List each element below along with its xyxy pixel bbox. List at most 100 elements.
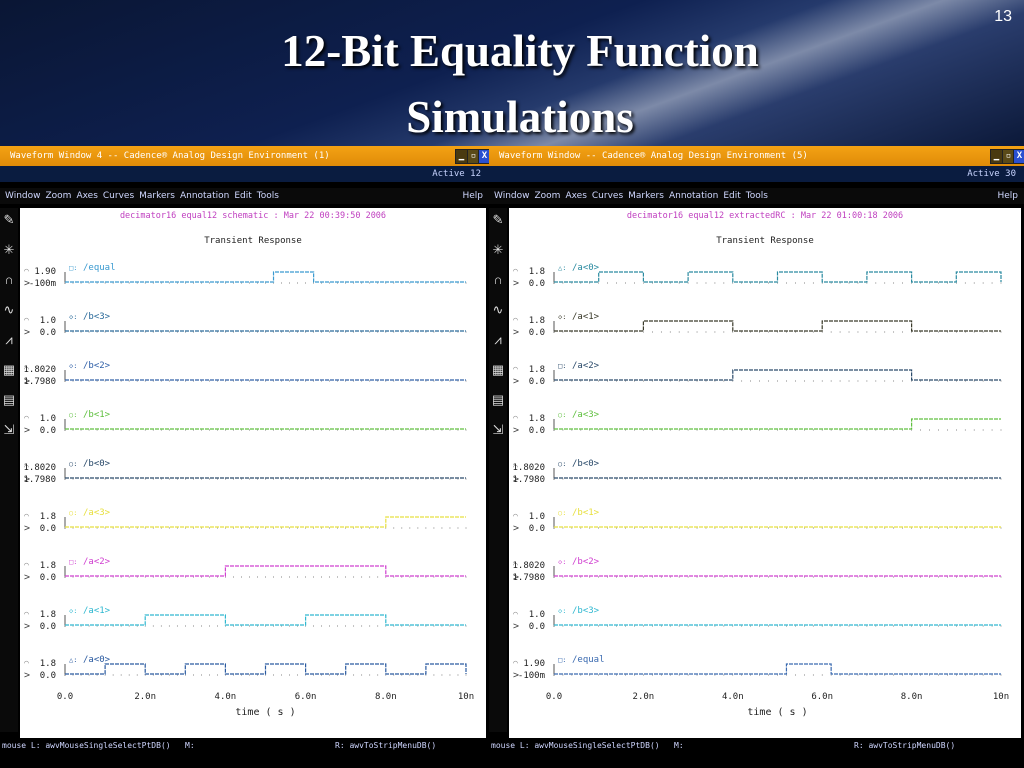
menu-item-annotation[interactable]: Annotation xyxy=(179,191,230,201)
waveform-trace[interactable] xyxy=(554,663,1001,675)
x-tick-label: 0.0 xyxy=(546,692,562,702)
calculator-icon[interactable]: ▦ xyxy=(491,362,505,377)
y-bottom-label: 0.0 xyxy=(40,573,56,583)
x-tick-label: 10n xyxy=(993,692,1009,702)
pencil-icon[interactable]: ✎ xyxy=(492,212,504,227)
signal-name[interactable]: /a<3> xyxy=(572,410,600,420)
status-bar: mouse L: awvMouseSingleSelectPtDB() M: R: … xyxy=(489,738,1024,754)
menu-item-curves[interactable]: Curves xyxy=(102,191,135,201)
export-icon[interactable]: ⇲ xyxy=(3,422,15,437)
status-mouse-middle: M: xyxy=(674,741,684,750)
waveform-icon[interactable]: ∿ xyxy=(3,302,15,317)
signal-name[interactable]: /a<2> xyxy=(572,361,600,371)
signal-marker: △: xyxy=(558,264,566,272)
window-titlebar[interactable]: Waveform Window -- Cadence® Analog Desig… xyxy=(489,146,1024,166)
signal-name[interactable]: /b<0> xyxy=(83,459,111,469)
menu-item-annotation[interactable]: Annotation xyxy=(668,191,719,201)
signal-name[interactable]: /b<3> xyxy=(83,312,111,322)
window-title: Waveform Window -- Cadence® Analog Desig… xyxy=(499,151,808,161)
magnet-icon[interactable]: ∩ xyxy=(4,272,14,287)
waveform-trace[interactable] xyxy=(65,663,467,675)
menu-item-markers[interactable]: Markers xyxy=(139,191,175,201)
signal-row: ⌒1.8020 1.7980> ○: /b<0> xyxy=(512,459,1002,485)
y-bottom-label: 0.0 xyxy=(40,426,56,436)
axis-arrow: > xyxy=(513,278,519,289)
axis-arrow: > xyxy=(513,425,519,436)
export-icon[interactable]: ⇲ xyxy=(492,422,504,437)
axis-chevron: ⌒ xyxy=(513,315,518,324)
curve-icon[interactable]: ⩘ xyxy=(5,332,13,347)
menu-item-tools[interactable]: Tools xyxy=(745,191,768,201)
menu-item-markers[interactable]: Markers xyxy=(628,191,664,201)
axis-arrow: > xyxy=(513,670,519,681)
signal-name[interactable]: /equal xyxy=(83,263,116,273)
waveform-icon[interactable]: ∿ xyxy=(492,302,504,317)
menu-item-edit[interactable]: Edit xyxy=(234,191,252,201)
axis-chevron: ⌒ xyxy=(24,609,29,618)
signal-name[interactable]: /b<0> xyxy=(572,459,600,469)
waveform-trace[interactable] xyxy=(65,516,466,528)
signal-marker: ○: xyxy=(69,509,77,517)
y-top-label: 1.0 xyxy=(529,610,545,620)
calculator-icon[interactable]: ▦ xyxy=(2,362,16,377)
signal-name[interactable]: /b<2> xyxy=(83,361,111,371)
waveform-trace[interactable] xyxy=(65,614,466,626)
signal-name[interactable]: /a<0> xyxy=(572,263,600,273)
menu-item-axes[interactable]: Axes xyxy=(76,191,98,201)
pencil-icon[interactable]: ✎ xyxy=(3,212,15,227)
signal-name[interactable]: /b<1> xyxy=(83,410,111,420)
menu-item-window[interactable]: Window xyxy=(494,191,530,201)
waveform-trace[interactable] xyxy=(554,369,1001,381)
menu-item-curves[interactable]: Curves xyxy=(591,191,624,201)
signal-name[interactable]: /b<2> xyxy=(572,557,600,567)
menu-item-help[interactable]: Help xyxy=(997,191,1018,201)
waveform-trace[interactable] xyxy=(554,418,1001,430)
active-indicator: Active 12 xyxy=(0,166,489,182)
signal-name[interactable]: /equal xyxy=(572,655,605,665)
axis-arrow: > xyxy=(513,376,519,387)
signal-name[interactable]: /a<3> xyxy=(83,508,111,518)
magnet-icon[interactable]: ∩ xyxy=(493,272,503,287)
curve-icon[interactable]: ⩘ xyxy=(494,332,502,347)
waveform-trace[interactable] xyxy=(65,565,466,577)
menu-item-axes[interactable]: Axes xyxy=(565,191,587,201)
y-bottom-label: 0.0 xyxy=(529,426,545,436)
y-bottom-label: 0.0 xyxy=(40,328,56,338)
signal-row: ⌒ 1.8 0.0 > ○: /a<3> xyxy=(513,410,1002,436)
window-titlebar[interactable]: Waveform Window 4 -- Cadence® Analog Des… xyxy=(0,146,491,166)
signal-marker: △: xyxy=(69,656,77,664)
waveform-trace[interactable] xyxy=(554,271,1002,283)
x-tick-label: 2.0n xyxy=(633,692,655,702)
x-tick-label: 10n xyxy=(458,692,474,702)
active-indicator: Active 30 xyxy=(489,166,1024,182)
menu-item-help[interactable]: Help xyxy=(462,191,483,201)
tool-palette: ✎ ✳ ∩ ∿ ⩘ ▦ ▤ ⇲ xyxy=(489,208,507,732)
x-tick-label: 8.0n xyxy=(375,692,397,702)
signal-name[interactable]: /a<1> xyxy=(83,606,111,616)
crosshair-icon[interactable]: ✳ xyxy=(492,242,504,257)
axis-chevron: ⌒ xyxy=(24,266,29,275)
strip-icon[interactable]: ▤ xyxy=(2,392,16,407)
axis-chevron: ⌒ xyxy=(24,511,29,520)
signal-row: ⌒1.8020 1.7980> ◇: /b<2> xyxy=(512,557,1002,583)
signal-name[interactable]: /a<2> xyxy=(83,557,111,567)
menu-item-zoom[interactable]: Zoom xyxy=(45,191,72,201)
menu-item-tools[interactable]: Tools xyxy=(256,191,279,201)
waveform-trace[interactable] xyxy=(65,271,466,283)
x-tick-label: 6.0n xyxy=(295,692,317,702)
menu-item-edit[interactable]: Edit xyxy=(723,191,741,201)
signal-name[interactable]: /b<3> xyxy=(572,606,600,616)
axis-chevron: ⌒ xyxy=(24,658,29,667)
signal-name[interactable]: /b<1> xyxy=(572,508,600,518)
close-button[interactable]: X xyxy=(1013,149,1024,164)
crosshair-icon[interactable]: ✳ xyxy=(3,242,15,257)
strip-icon[interactable]: ▤ xyxy=(491,392,505,407)
waveform-trace[interactable] xyxy=(554,320,1001,332)
axis-chevron: ⌒ xyxy=(513,266,518,275)
menu-item-zoom[interactable]: Zoom xyxy=(534,191,561,201)
signal-name[interactable]: /a<0> xyxy=(83,655,111,665)
menu-item-window[interactable]: Window xyxy=(5,191,41,201)
signal-marker: ◇: xyxy=(69,607,77,615)
signal-name[interactable]: /a<1> xyxy=(572,312,600,322)
x-tick-label: 0.0 xyxy=(57,692,73,702)
